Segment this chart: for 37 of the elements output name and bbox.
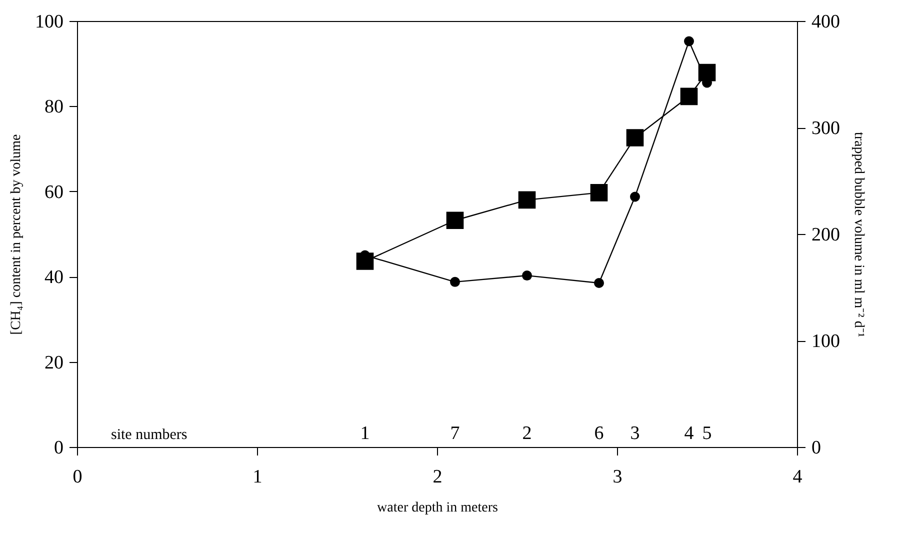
point [680,88,698,106]
y-tick-label: 100 [35,12,64,32]
point [518,191,536,209]
annotation: 2 [522,423,532,444]
x-tick-label: 0 [72,466,82,488]
y2-tick-label: 0 [812,438,821,458]
point [590,184,608,202]
point [450,276,460,287]
y2-tick-label: 300 [812,118,840,139]
annotation: 3 [630,423,640,444]
y2-tick-label: 200 [812,224,840,246]
point [626,129,644,146]
point [630,192,640,202]
point [594,278,604,288]
x-tick-label: 3 [612,466,622,488]
y-tick-label: 20 [44,352,64,374]
y-axis-title: [CH₄] content in percent by volume [9,134,24,335]
point [522,270,532,281]
y2-tick-label: 100 [812,331,840,352]
annotation: 6 [594,423,604,444]
y2-tick-label: 400 [812,12,840,32]
x-axis-title: water depth in meters [377,500,498,516]
y-tick-label: 0 [54,438,64,458]
x-tick-label: 1 [252,466,262,488]
x-tick-label: 2 [432,466,442,488]
annotation: site numbers [111,427,188,443]
y-tick-label: 80 [44,96,64,118]
annotation: 5 [702,423,712,444]
x-tick-label: 4 [792,466,803,488]
y2-axis-title: trapped bubble volume in ml m⁻² d⁻¹ [851,132,866,338]
annotation: 7 [450,423,460,444]
annotation: 1 [360,423,370,444]
annotation: 4 [684,423,694,444]
point [684,36,694,46]
y-tick-label: 60 [44,182,64,203]
y-tick-label: 40 [44,267,64,288]
point [446,212,464,230]
